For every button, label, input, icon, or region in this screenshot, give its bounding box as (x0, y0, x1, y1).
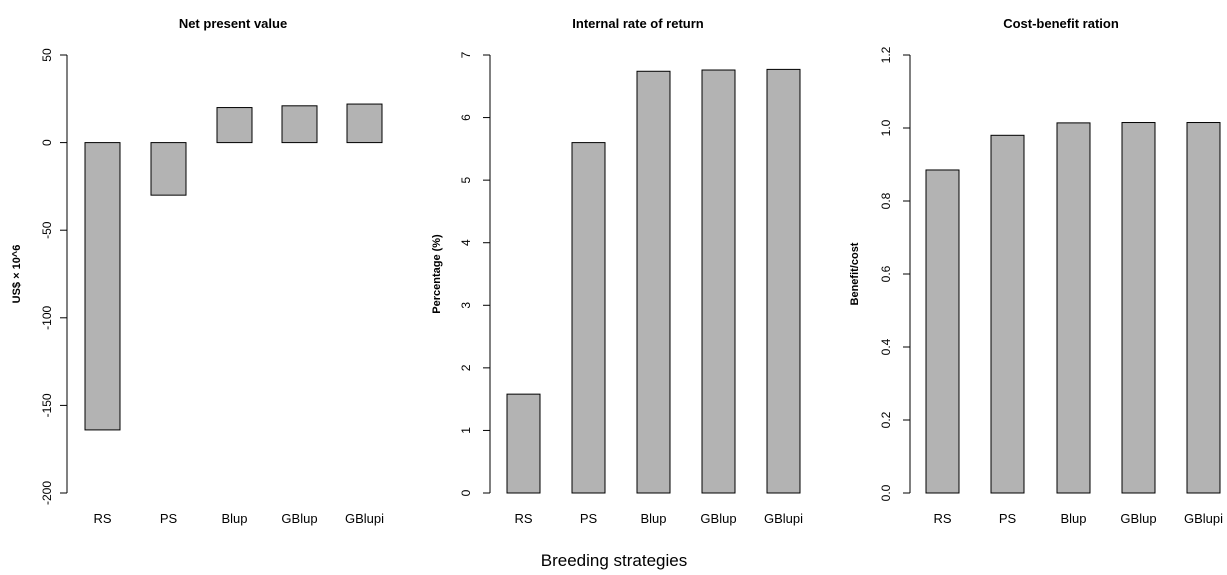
x-category-label: GBlupi (764, 511, 803, 526)
y-tick-label: 6 (459, 114, 473, 121)
bar-gblupi (1186, 122, 1221, 494)
y-tick-label: 0 (459, 489, 473, 496)
y-tick-label: -200 (40, 481, 54, 505)
bar-gblup (1121, 122, 1156, 494)
x-category-label: GBlupi (345, 511, 384, 526)
bar-rs (506, 393, 541, 494)
x-category-label: RS (93, 511, 111, 526)
bar-ps (990, 134, 1025, 494)
x-category-label: Blup (221, 511, 247, 526)
y-tick-label: 1.2 (879, 46, 893, 63)
x-category-label: RS (514, 511, 532, 526)
x-category-label: RS (933, 511, 951, 526)
y-tick-label: 0.6 (879, 265, 893, 282)
x-category-label: PS (999, 511, 1017, 526)
common-x-axis-label: Breeding strategies (541, 551, 687, 570)
y-tick-label: -50 (40, 221, 54, 239)
y-axis-label: Percentage (%) (431, 234, 443, 314)
x-category-label: PS (580, 511, 598, 526)
bar-blup (216, 107, 253, 144)
y-axis-label: Benefit/cost (849, 242, 861, 305)
x-category-label: GBlup (700, 511, 736, 526)
x-category-label: GBlupi (1184, 511, 1223, 526)
y-tick-label: 1 (459, 427, 473, 434)
y-tick-label: 0.8 (879, 192, 893, 209)
y-tick-label: 3 (459, 302, 473, 309)
y-tick-label: 50 (40, 48, 54, 62)
panel-title: Cost-benefit ration (1003, 16, 1119, 31)
x-category-label: GBlup (1120, 511, 1156, 526)
bar-blup (1056, 122, 1091, 494)
y-tick-label: 1.0 (879, 119, 893, 136)
y-tick-label: 0 (40, 139, 54, 146)
bar-blup (636, 70, 671, 494)
bar-rs (925, 169, 960, 494)
y-tick-label: 7 (459, 51, 473, 58)
y-tick-label: 2 (459, 364, 473, 371)
panel-title: Internal rate of return (572, 16, 704, 31)
y-tick-label: -100 (40, 305, 54, 329)
bar-ps (150, 142, 187, 196)
y-tick-label: 4 (459, 239, 473, 246)
chart-panel-2: Internal rate of return Percentage (%) 0 1 2… (431, 16, 803, 526)
x-category-label: Blup (1060, 511, 1086, 526)
x-category-label: GBlup (281, 511, 317, 526)
y-tick-label: -150 (40, 393, 54, 417)
y-tick-label: 0.2 (879, 411, 893, 428)
bar-gblup (701, 69, 736, 494)
bar-gblupi (766, 68, 801, 494)
bar-ps (571, 142, 606, 494)
bar-rs (84, 142, 121, 431)
y-axis-label: US$ × 10^6 (11, 245, 23, 304)
chart-panel-3: Cost-benefit ration Benefit/cost 0.0 0.2 0.4… (849, 16, 1223, 526)
y-tick-label: 5 (459, 176, 473, 183)
bar-gblup (281, 105, 318, 144)
chart-panel-1: Net present value US$ × 10^6 -200 -150 -100 -… (11, 16, 384, 526)
x-category-label: PS (160, 511, 178, 526)
bar-gblupi (346, 103, 383, 144)
x-category-label: Blup (640, 511, 666, 526)
y-tick-label: 0.4 (879, 338, 893, 355)
y-tick-label: 0.0 (879, 484, 893, 501)
panel-title: Net present value (179, 16, 287, 31)
